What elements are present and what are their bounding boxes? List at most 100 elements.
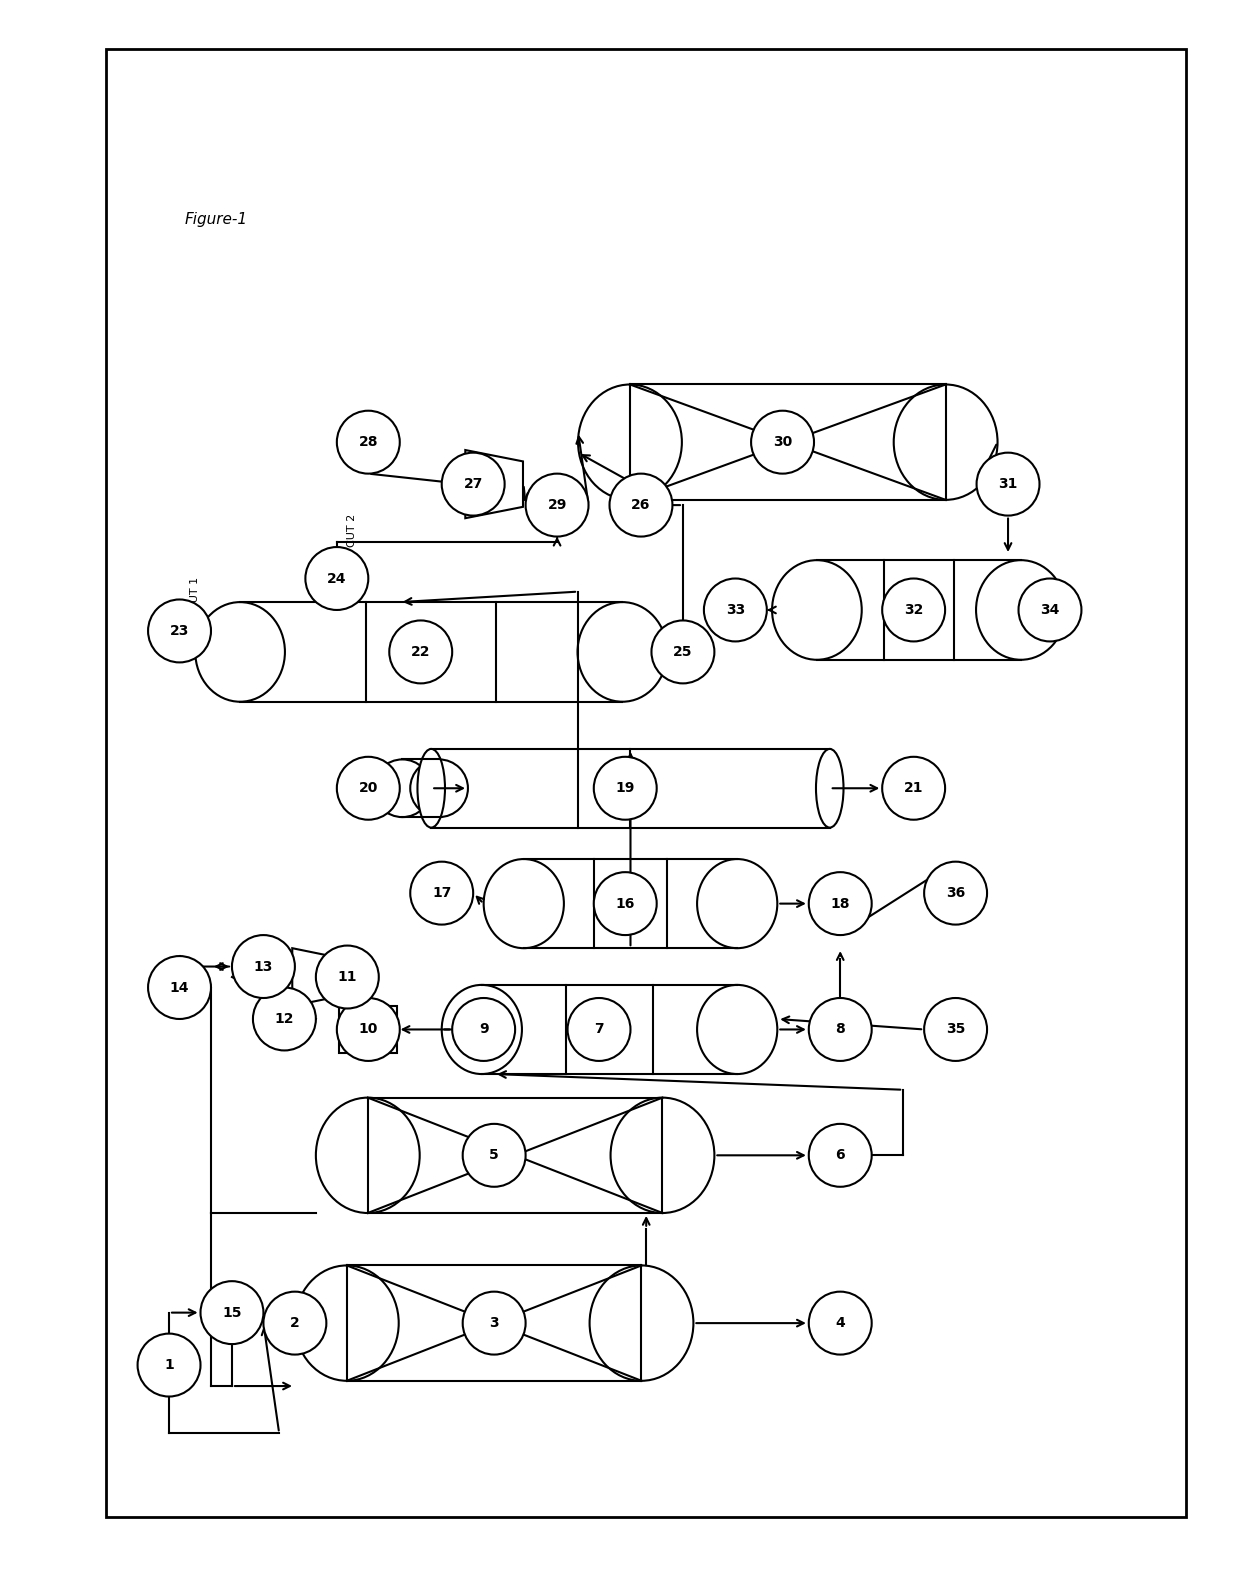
Ellipse shape bbox=[773, 560, 862, 660]
Circle shape bbox=[305, 548, 368, 609]
Circle shape bbox=[808, 1124, 872, 1187]
Circle shape bbox=[463, 1292, 526, 1355]
Ellipse shape bbox=[410, 760, 467, 817]
Text: 35: 35 bbox=[946, 1022, 965, 1036]
Text: 28: 28 bbox=[358, 435, 378, 449]
Text: 17: 17 bbox=[432, 886, 451, 900]
Circle shape bbox=[410, 862, 474, 925]
Circle shape bbox=[337, 757, 399, 820]
Text: 9: 9 bbox=[479, 1022, 489, 1036]
Circle shape bbox=[201, 1281, 263, 1344]
Text: 34: 34 bbox=[1040, 603, 1060, 617]
Text: 25: 25 bbox=[673, 644, 693, 659]
Text: Figure-1: Figure-1 bbox=[185, 213, 248, 227]
Ellipse shape bbox=[816, 749, 843, 827]
Text: CUT 1: CUT 1 bbox=[190, 576, 200, 609]
Ellipse shape bbox=[295, 1265, 399, 1381]
Circle shape bbox=[594, 757, 657, 820]
Text: 32: 32 bbox=[904, 603, 924, 617]
Circle shape bbox=[148, 955, 211, 1019]
Bar bbox=[241, 601, 622, 701]
Ellipse shape bbox=[578, 384, 682, 500]
Circle shape bbox=[337, 411, 399, 473]
Bar bbox=[523, 859, 738, 947]
Text: 30: 30 bbox=[773, 435, 792, 449]
Text: 13: 13 bbox=[254, 960, 273, 973]
Circle shape bbox=[337, 998, 399, 1062]
Text: 15: 15 bbox=[222, 1306, 242, 1320]
Text: 20: 20 bbox=[358, 781, 378, 795]
Ellipse shape bbox=[578, 601, 667, 701]
Text: 4: 4 bbox=[836, 1316, 846, 1330]
Bar bbox=[630, 384, 946, 500]
Circle shape bbox=[882, 579, 945, 641]
Circle shape bbox=[808, 1292, 872, 1355]
Ellipse shape bbox=[441, 986, 522, 1074]
Bar bbox=[403, 760, 439, 817]
Circle shape bbox=[316, 946, 378, 1008]
Text: 2: 2 bbox=[290, 1316, 300, 1330]
Text: 26: 26 bbox=[631, 498, 651, 513]
Ellipse shape bbox=[697, 859, 777, 947]
Ellipse shape bbox=[195, 601, 285, 701]
Bar bbox=[340, 1006, 397, 1054]
Circle shape bbox=[526, 473, 589, 536]
Circle shape bbox=[977, 452, 1039, 516]
Text: 5: 5 bbox=[490, 1149, 498, 1162]
Ellipse shape bbox=[894, 384, 997, 500]
Circle shape bbox=[232, 935, 295, 998]
Text: 6: 6 bbox=[836, 1149, 844, 1162]
Ellipse shape bbox=[610, 1098, 714, 1212]
Bar bbox=[368, 1098, 662, 1212]
Ellipse shape bbox=[418, 749, 445, 827]
Ellipse shape bbox=[976, 560, 1065, 660]
Circle shape bbox=[924, 862, 987, 925]
Bar bbox=[107, 49, 1187, 1517]
Circle shape bbox=[1018, 579, 1081, 641]
Text: 31: 31 bbox=[998, 478, 1018, 490]
Text: 16: 16 bbox=[615, 897, 635, 911]
Circle shape bbox=[704, 579, 766, 641]
Text: 8: 8 bbox=[836, 1022, 846, 1036]
Ellipse shape bbox=[373, 760, 432, 817]
Bar bbox=[347, 1265, 641, 1381]
Circle shape bbox=[808, 873, 872, 935]
Text: 3: 3 bbox=[490, 1316, 498, 1330]
Text: 7: 7 bbox=[594, 1022, 604, 1036]
Ellipse shape bbox=[316, 1098, 419, 1212]
Text: 36: 36 bbox=[946, 886, 965, 900]
Circle shape bbox=[751, 411, 813, 473]
Text: 1: 1 bbox=[164, 1358, 174, 1373]
Polygon shape bbox=[293, 947, 340, 1006]
Bar bbox=[482, 986, 738, 1074]
Text: 10: 10 bbox=[358, 1022, 378, 1036]
Circle shape bbox=[148, 600, 211, 662]
Bar bbox=[432, 749, 830, 827]
Text: CUT 2: CUT 2 bbox=[347, 514, 357, 548]
Polygon shape bbox=[465, 451, 523, 519]
Text: 19: 19 bbox=[615, 781, 635, 795]
Ellipse shape bbox=[589, 1265, 693, 1381]
Bar bbox=[817, 560, 1021, 660]
Text: 29: 29 bbox=[547, 498, 567, 513]
Text: 21: 21 bbox=[904, 781, 924, 795]
Circle shape bbox=[924, 998, 987, 1062]
Ellipse shape bbox=[697, 986, 777, 1074]
Text: 22: 22 bbox=[410, 644, 430, 659]
Circle shape bbox=[463, 1124, 526, 1187]
Circle shape bbox=[568, 998, 630, 1062]
Circle shape bbox=[389, 621, 453, 684]
Circle shape bbox=[138, 1333, 201, 1397]
Circle shape bbox=[610, 473, 672, 536]
Text: 14: 14 bbox=[170, 981, 190, 995]
Text: 11: 11 bbox=[337, 970, 357, 984]
Text: 23: 23 bbox=[170, 624, 190, 638]
Circle shape bbox=[882, 757, 945, 820]
Text: CUT 3: CUT 3 bbox=[693, 624, 703, 657]
Circle shape bbox=[263, 1292, 326, 1355]
Circle shape bbox=[808, 998, 872, 1062]
Ellipse shape bbox=[484, 859, 564, 947]
Text: 27: 27 bbox=[464, 478, 482, 490]
Circle shape bbox=[453, 998, 515, 1062]
Circle shape bbox=[253, 987, 316, 1051]
